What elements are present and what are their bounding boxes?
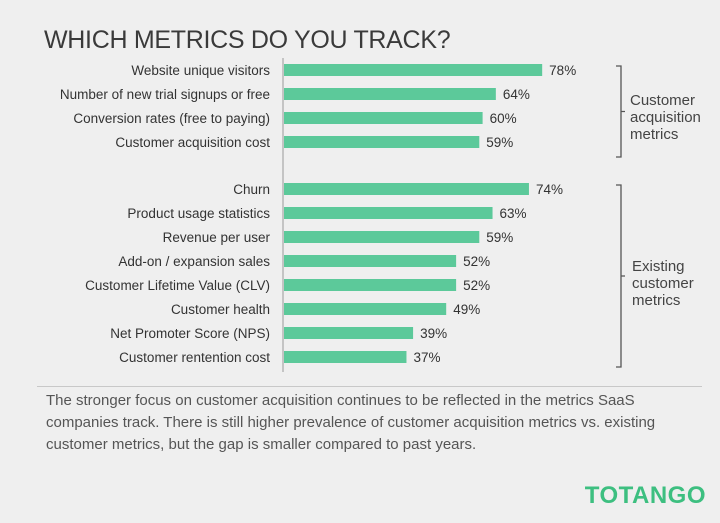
divider	[37, 386, 702, 387]
value-label: 63%	[500, 206, 527, 221]
totango-logo: TOTANGO	[584, 482, 706, 509]
bar	[284, 231, 480, 243]
value-label: 52%	[463, 278, 490, 293]
value-label: 49%	[453, 302, 480, 317]
category-label: Number of new trial signups or free	[60, 87, 270, 102]
value-label: 52%	[463, 254, 490, 269]
category-label: Revenue per user	[163, 230, 271, 245]
value-label: 64%	[503, 87, 530, 102]
category-label: Customer health	[171, 302, 270, 317]
value-label: 59%	[486, 135, 513, 150]
category-label: Website unique visitors	[131, 63, 270, 78]
chart-title: WHICH METRICS DO YOU TRACK?	[44, 26, 451, 54]
bar	[284, 351, 407, 363]
category-label: Churn	[233, 182, 270, 197]
group-label-line: Existing	[632, 258, 685, 275]
group-label-line: acquisition	[630, 109, 701, 126]
bar	[284, 207, 493, 219]
bar	[284, 136, 480, 148]
category-label: Conversion rates (free to paying)	[73, 111, 270, 126]
category-label: Add-on / expansion sales	[118, 254, 270, 269]
bar	[284, 303, 447, 315]
bar	[284, 64, 543, 76]
category-label: Customer Lifetime Value (CLV)	[85, 278, 270, 293]
bar	[284, 112, 483, 124]
bar	[284, 183, 529, 195]
group-label-line: Customer	[630, 92, 696, 109]
category-label: Customer rentention cost	[119, 350, 270, 365]
value-label: 74%	[536, 182, 563, 197]
bar	[284, 88, 496, 100]
category-label: Customer acquisition cost	[115, 135, 270, 150]
category-label: Product usage statistics	[127, 206, 270, 221]
bar	[284, 327, 414, 339]
value-label: 37%	[413, 350, 440, 365]
category-label: Net Promoter Score (NPS)	[110, 326, 270, 341]
value-label: 78%	[549, 63, 576, 78]
bracket-acquisition	[616, 65, 625, 158]
bar	[284, 279, 457, 291]
summary-note: The stronger focus on customer acquisiti…	[46, 392, 656, 453]
value-label: 39%	[420, 326, 447, 341]
group-label-line: metrics	[630, 126, 679, 143]
bar-chart: Website unique visitors 78% Number of new …	[60, 58, 625, 372]
bar	[284, 255, 457, 267]
group-label-acquisition: Customer acquisition metrics	[630, 92, 701, 143]
group-label-existing: Existing customer metrics	[632, 258, 694, 309]
group-label-line: customer	[632, 275, 694, 292]
group-label-line: metrics	[632, 292, 681, 309]
value-label: 59%	[486, 230, 513, 245]
value-label: 60%	[490, 111, 517, 126]
bracket-existing	[616, 184, 625, 368]
